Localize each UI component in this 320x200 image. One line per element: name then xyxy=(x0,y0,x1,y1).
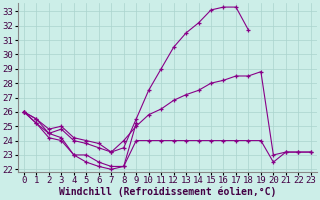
X-axis label: Windchill (Refroidissement éolien,°C): Windchill (Refroidissement éolien,°C) xyxy=(59,187,276,197)
